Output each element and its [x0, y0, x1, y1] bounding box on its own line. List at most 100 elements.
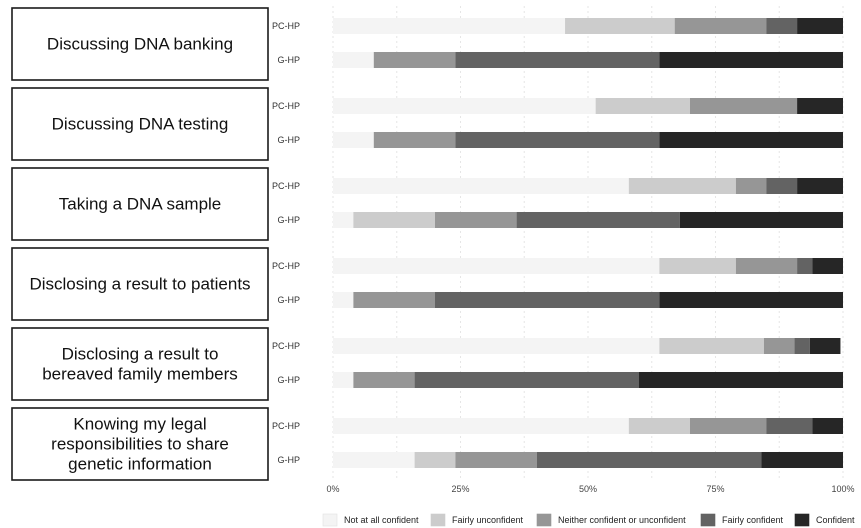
category-label: responsibilities to share — [51, 435, 229, 454]
category-label: Discussing DNA testing — [52, 115, 229, 134]
group-label: G-HP — [278, 215, 301, 225]
group-label: PC-HP — [272, 341, 300, 351]
bar-segment — [797, 18, 843, 34]
bar-segment — [333, 292, 354, 308]
bar-segment — [766, 18, 798, 34]
category-box — [11, 167, 269, 241]
bar-segment — [537, 452, 762, 468]
bar-segment — [690, 98, 798, 114]
category-label: genetic information — [68, 455, 212, 474]
category-box — [11, 327, 269, 401]
bar-segment — [333, 338, 660, 354]
category-label: bereaved family members — [42, 365, 238, 384]
bar-segment — [639, 372, 843, 388]
x-tick-label: 100% — [831, 484, 854, 494]
x-tick-label: 75% — [706, 484, 724, 494]
bar-segment — [812, 418, 843, 434]
legend-label: Not at all confident — [344, 515, 419, 525]
bar-segment — [353, 292, 435, 308]
category-label-box: Discussing DNA banking — [11, 7, 269, 81]
bar-segment — [455, 132, 660, 148]
bar-segment — [761, 452, 843, 468]
legend-label: Fairly confident — [722, 515, 784, 525]
legend-item: Not at all confident — [322, 513, 419, 527]
legend-item: Fairly unconfident — [430, 513, 524, 527]
bar-segment — [628, 418, 690, 434]
bar-segment — [333, 98, 596, 114]
bar-segment — [414, 372, 639, 388]
x-axis: 0% 25% 50% 75% 100% — [326, 484, 854, 494]
bar-segment — [628, 178, 736, 194]
category-label-box: Disclosing a result to patients — [11, 247, 269, 321]
group-label: G-HP — [278, 375, 301, 385]
x-tick-label: 50% — [579, 484, 597, 494]
category-label: Disclosing a result to patients — [29, 275, 250, 294]
bar-segment — [809, 338, 841, 354]
bar-segment — [595, 98, 690, 114]
bar-segment — [797, 178, 843, 194]
group-label: PC-HP — [272, 421, 300, 431]
bar-segment — [435, 292, 660, 308]
bar-segment — [373, 132, 456, 148]
bar-segment — [333, 418, 629, 434]
legend-item: Confident — [794, 513, 855, 527]
legend-label: Confident — [816, 515, 855, 525]
bar-segment — [455, 52, 660, 68]
category-label: Knowing my legal — [73, 415, 206, 434]
bar-segment — [763, 338, 795, 354]
bar-segment — [333, 18, 566, 34]
bar-segment — [333, 132, 374, 148]
bar-segment — [674, 18, 767, 34]
legend-swatch — [322, 513, 338, 527]
legend-item: Neither confident or unconfident — [536, 513, 686, 527]
category-label: Taking a DNA sample — [59, 195, 222, 214]
bar-segment — [353, 372, 415, 388]
x-tick-label: 0% — [326, 484, 339, 494]
legend-swatch — [536, 513, 552, 527]
bar-segment — [766, 418, 813, 434]
bar-segment — [333, 178, 629, 194]
bar-segment — [659, 258, 736, 274]
bar-segment — [690, 418, 767, 434]
bar-segment — [565, 18, 675, 34]
legend-swatch — [794, 513, 810, 527]
category-box — [11, 407, 269, 481]
group-label: PC-HP — [272, 181, 300, 191]
group-label: G-HP — [278, 135, 301, 145]
bar-segment — [659, 292, 843, 308]
x-tick-label: 25% — [451, 484, 469, 494]
bar-segment — [373, 52, 456, 68]
bar-segment — [679, 212, 843, 228]
bar-segment — [812, 258, 843, 274]
bar-segment — [353, 212, 435, 228]
bar-segment — [333, 212, 354, 228]
group-label: PC-HP — [272, 261, 300, 271]
bars — [333, 18, 843, 468]
bar-segment — [333, 372, 354, 388]
bar-segment — [414, 452, 456, 468]
bar-segment — [333, 258, 660, 274]
legend-swatch — [700, 513, 716, 527]
bar-segment — [735, 258, 798, 274]
category-box — [11, 87, 269, 161]
category-label-box: Discussing DNA testing — [11, 87, 269, 161]
bar-segment — [333, 52, 374, 68]
group-label: PC-HP — [272, 21, 300, 31]
group-label: G-HP — [278, 55, 301, 65]
category-label: Discussing DNA banking — [47, 35, 233, 54]
category-label-box: Taking a DNA sample — [11, 167, 269, 241]
legend: Not at all confident Fairly unconfident Ne… — [322, 513, 855, 527]
group-label: G-HP — [278, 455, 301, 465]
legend-item: Fairly confident — [700, 513, 784, 527]
bar-segment — [735, 178, 767, 194]
group-label: G-HP — [278, 295, 301, 305]
legend-label: Fairly unconfident — [452, 515, 524, 525]
bar-segment — [435, 212, 517, 228]
bar-segment — [797, 258, 813, 274]
bar-segment — [794, 338, 810, 354]
bar-segment — [659, 132, 843, 148]
category-label: Disclosing a result to — [62, 345, 219, 364]
bar-segment — [659, 52, 843, 68]
